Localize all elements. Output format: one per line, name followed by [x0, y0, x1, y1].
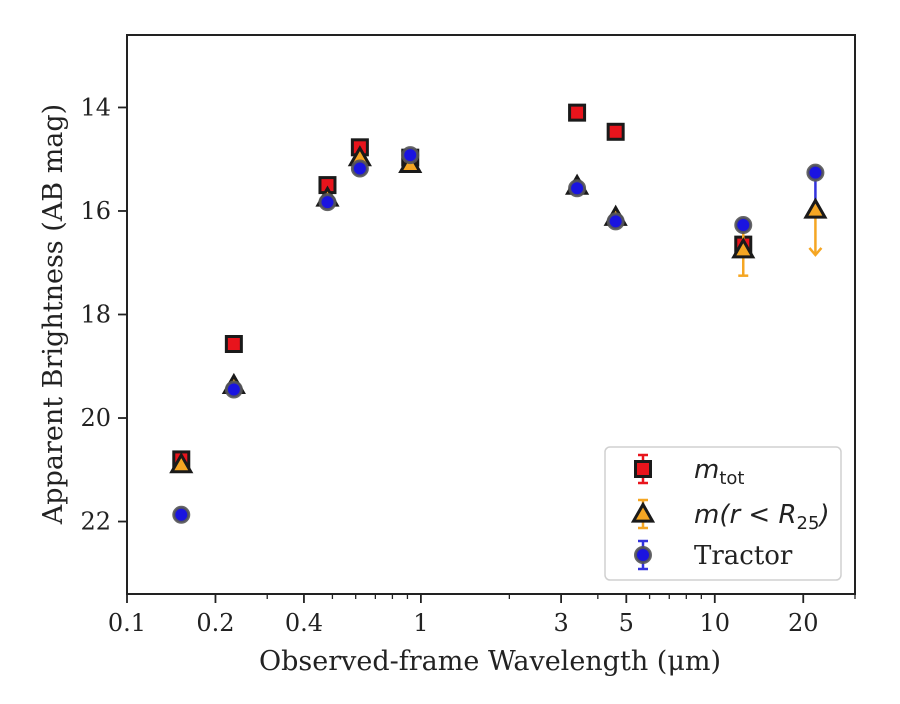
- data-point: [568, 179, 587, 198]
- y-tick-label: 22: [80, 508, 111, 536]
- legend-entry: m(r < R25): [630, 498, 830, 534]
- x-tick-label: 0.4: [285, 609, 323, 637]
- data-point: [734, 215, 753, 234]
- axes: 0.1 0.2 0.4 1 3 5 10 20 14 16 18 20 22: [80, 34, 856, 637]
- legend-label: mtot: [694, 455, 744, 489]
- legend-marker: [634, 546, 652, 564]
- y-tick-label: 18: [80, 301, 111, 329]
- data-point: [318, 193, 337, 212]
- data-point: [224, 380, 243, 399]
- y-tick-label: 16: [80, 197, 111, 225]
- x-tick-label: 0.1: [108, 609, 146, 637]
- data-point: [606, 122, 625, 141]
- legend-entry: mtot: [634, 453, 744, 489]
- data-point: [731, 237, 756, 259]
- upper-limit-arrow: [808, 247, 823, 257]
- legend-label: m(r < R25): [694, 500, 830, 534]
- data-point: [568, 103, 587, 122]
- series-square: [172, 103, 753, 469]
- series-triangle: [169, 145, 828, 474]
- y-axis-label: Apparent Brightness (AB mag): [38, 104, 69, 525]
- plot-area: [169, 103, 828, 524]
- legend-box: [604, 446, 842, 581]
- data-point: [401, 146, 420, 165]
- x-tick-label: 3: [553, 609, 568, 637]
- y-tick-label: 20: [80, 404, 111, 432]
- legend: mtot m(r < R25) Tractor: [604, 446, 842, 581]
- x-tick-label: 10: [700, 609, 731, 637]
- x-axis-label: Observed-frame Wavelength (μm): [259, 646, 721, 677]
- x-tick-label: 0.2: [196, 609, 234, 637]
- x-tick-label: 5: [619, 609, 634, 637]
- y-tick-label: 14: [80, 93, 111, 121]
- legend-marker: [630, 501, 656, 523]
- data-point: [224, 335, 243, 354]
- data-point: [806, 163, 825, 182]
- data-point: [169, 452, 194, 474]
- x-tick-label: 20: [788, 609, 819, 637]
- legend-entry: Tractor: [634, 539, 793, 571]
- data-point: [606, 212, 625, 231]
- data-point: [350, 159, 369, 178]
- series-circle: [172, 146, 825, 524]
- x-tick-label: 1: [413, 609, 428, 637]
- legend-label: Tractor: [694, 541, 793, 571]
- legend-marker: [634, 460, 652, 478]
- data-point: [172, 505, 191, 524]
- data-point: [803, 197, 828, 219]
